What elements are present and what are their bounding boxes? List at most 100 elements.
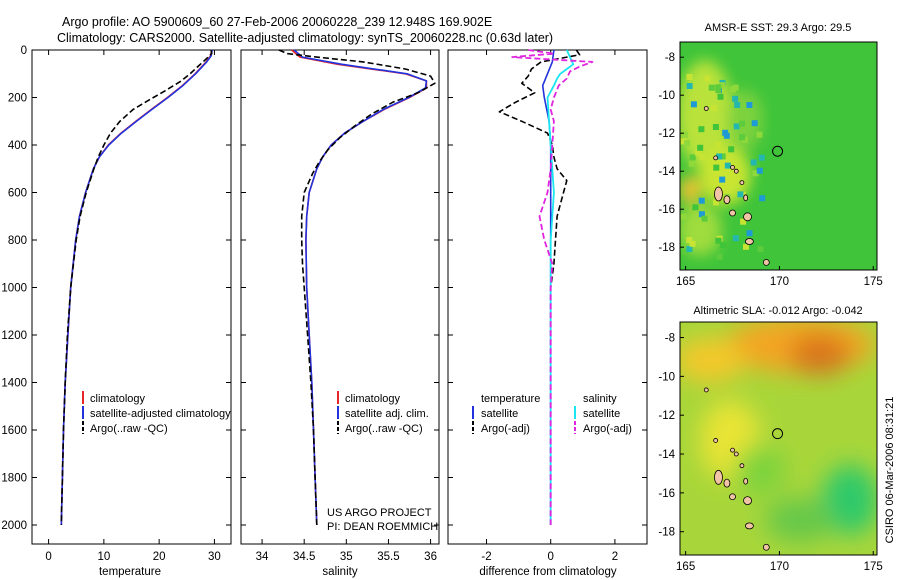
island xyxy=(714,469,723,485)
island xyxy=(729,493,736,501)
series-line-salinity-satellite xyxy=(546,49,575,525)
sst-pixel xyxy=(688,160,695,167)
map-y-tick-label: -14 xyxy=(658,449,675,461)
series-line-argo-raw-qc- xyxy=(60,49,213,526)
map-x-tick-label: 175 xyxy=(864,561,883,573)
side-label: CSIRO 06-Mar-2006 08:31:21 xyxy=(884,397,896,544)
island xyxy=(739,180,745,186)
sst-pixel xyxy=(699,154,706,161)
salinity-legend: climatology satellite adj. clim. Argo(..… xyxy=(327,391,438,533)
sst-pixel xyxy=(719,176,726,183)
sst-pixel xyxy=(690,101,697,108)
legend-label: climatology xyxy=(90,393,146,405)
sst-pixel xyxy=(716,253,723,260)
island xyxy=(713,155,719,161)
sla-map xyxy=(680,322,877,555)
island xyxy=(703,106,709,111)
project-annotation: US ARGO PROJECT xyxy=(327,507,432,519)
x-tick-label: -2 xyxy=(481,551,491,563)
legend-label: satellite xyxy=(583,408,620,420)
y-tick-label: 800 xyxy=(8,235,27,247)
map-x-tick-label: 165 xyxy=(676,561,695,573)
sst-pixel xyxy=(713,164,720,171)
salinity-plot: 34 34.5 35 35.5 36 xyxy=(241,49,439,563)
map-x-tick-label: 165 xyxy=(676,276,695,288)
legend-label: satellite adj. clim. xyxy=(345,408,429,420)
series-line-satellite-adjusted-climatology xyxy=(60,49,213,526)
sla-map-title: Altimetric SLA: -0.012 Argo: -0.042 xyxy=(693,305,862,317)
sst-pixel xyxy=(715,141,722,148)
sst-pixel xyxy=(713,199,719,206)
temperature-panel xyxy=(31,49,232,545)
series-line-argo-raw-qc- xyxy=(278,49,436,526)
series-line-temperature-satellite xyxy=(541,49,555,525)
island xyxy=(730,164,735,170)
y-tick-label: 600 xyxy=(8,188,27,200)
series-line-salinity-argo-adj- xyxy=(511,49,594,525)
salinity-panel xyxy=(240,49,440,545)
sst-pixel xyxy=(740,218,747,225)
map-x-tick-label: 175 xyxy=(864,276,883,288)
island xyxy=(730,447,735,453)
salinity-xlabel: salinity xyxy=(322,566,357,578)
sst-pixel xyxy=(729,86,736,93)
sst-pixel xyxy=(751,120,758,127)
sst-pixel xyxy=(719,82,726,89)
sla-map-axes: 165 170 175 -8 -10 -12 -14 -16 -18 xyxy=(658,333,882,573)
sst-pixel xyxy=(719,153,726,160)
difference-xlabel: difference from climatology xyxy=(479,566,616,578)
y-tick-label: 1600 xyxy=(1,425,27,437)
map-y-tick-label: -16 xyxy=(658,488,675,500)
sst-pixel xyxy=(686,83,693,89)
sst-pixel xyxy=(680,213,687,220)
sst-pixel xyxy=(689,154,696,161)
map-y-tick-label: -14 xyxy=(658,166,675,178)
header-line1: Argo profile: AO 5900609_60 27-Feb-2006 … xyxy=(62,15,492,29)
map-y-tick-label: -10 xyxy=(658,90,675,102)
sst-pixel xyxy=(724,162,731,169)
sst-pixel xyxy=(759,195,766,202)
sst-pixel xyxy=(680,138,687,145)
island xyxy=(723,195,731,205)
x-tick-label: 36 xyxy=(424,551,437,563)
sst-pixel xyxy=(701,215,708,222)
map-y-tick-label: -8 xyxy=(665,52,675,64)
series-line-temperature-argo-adj- xyxy=(498,49,581,525)
sst-pixel xyxy=(739,120,745,127)
map-y-tick-label: -16 xyxy=(658,204,675,216)
pi-annotation: PI: DEAN ROEMMICH xyxy=(327,521,438,533)
sst-pixel xyxy=(737,191,744,198)
x-tick-label: 0 xyxy=(548,551,554,563)
island xyxy=(733,451,739,457)
sst-pixel xyxy=(715,237,722,244)
sst-pixel xyxy=(689,240,696,247)
island xyxy=(743,496,752,506)
sst-pixel xyxy=(733,123,740,130)
legend-label: climatology xyxy=(345,393,401,405)
sst-pixel xyxy=(708,84,715,91)
sla-map-frame xyxy=(679,321,878,556)
island xyxy=(762,543,770,551)
legend-label: satellite-adjusted climatology xyxy=(90,408,231,420)
sst-pixel xyxy=(757,246,764,253)
y-tick-label: 0 xyxy=(21,45,27,57)
legend-header-temperature: temperature xyxy=(481,393,540,405)
map-y-tick-label: -12 xyxy=(658,128,675,140)
island xyxy=(743,194,749,202)
sst-pixel xyxy=(732,95,739,102)
sst-pixel xyxy=(697,144,704,151)
difference-legend: temperature salinity satellite Argo(-adj… xyxy=(472,393,632,435)
series-line-climatology xyxy=(291,49,428,526)
sst-pixel xyxy=(681,131,688,138)
y-tick-label: 1000 xyxy=(1,283,27,295)
x-tick-label: 0 xyxy=(45,551,51,563)
sst-pixel xyxy=(722,129,729,136)
sst-pixel xyxy=(686,74,693,80)
sst-pixel xyxy=(746,230,753,237)
sst-pixel xyxy=(711,104,718,111)
island xyxy=(714,186,723,202)
temperature-xlabel: temperature xyxy=(99,566,161,578)
legend-label: satellite xyxy=(481,408,518,420)
sst-pixel xyxy=(716,153,723,160)
